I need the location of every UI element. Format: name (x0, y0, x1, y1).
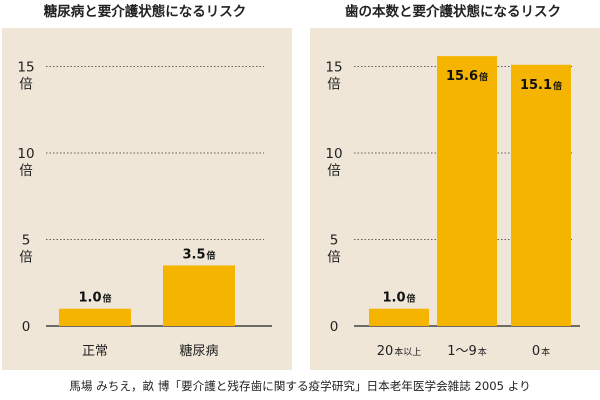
category-label: 糖尿病 (179, 343, 218, 359)
chart-title-diabetes: 糖尿病と要介護状態になるリスク (43, 4, 247, 20)
y-tick-label: 10 (17, 146, 34, 162)
bar-value-label: 1.0倍 (78, 291, 111, 306)
category-label: 0本 (532, 344, 550, 359)
y-tick-unit: 倍 (19, 77, 33, 93)
y-tick-label: 5 (22, 233, 31, 249)
y-tick-unit: 倍 (327, 163, 341, 179)
y-tick-unit: 倍 (327, 250, 341, 266)
bar (369, 308, 429, 326)
bar (511, 64, 571, 326)
y-tick-label: 0 (22, 319, 31, 335)
category-label: 20本以上 (377, 344, 422, 359)
chart-title-teeth: 歯の本数と要介護状態になるリスク (345, 4, 561, 20)
category-label: 1〜9本 (447, 344, 487, 359)
bar-value-label: 15.1倍 (520, 78, 562, 93)
chart-panel-teeth: 0 5 倍 10 倍 15 倍 1.0倍 20本以上 15.6倍 1〜9本 15.1倍 0本 (310, 28, 600, 370)
y-tick-label: 0 (330, 319, 339, 335)
y-tick-unit: 倍 (19, 163, 33, 179)
bar (59, 308, 131, 326)
y-tick-label: 15 (325, 60, 342, 76)
y-tick-label: 5 (330, 233, 339, 249)
bar (437, 56, 497, 327)
y-tick-unit: 倍 (327, 77, 341, 93)
plot-background (2, 28, 292, 370)
bar-value-label: 1.0倍 (382, 291, 415, 306)
category-label: 正常 (82, 344, 108, 359)
bar-value-label: 3.5倍 (182, 247, 215, 262)
bar-value-label: 15.6倍 (446, 69, 488, 84)
y-tick-label: 15 (17, 60, 34, 76)
source-note: 馬場 みちえ，畝 博「要介護と残存歯に関する疫学研究」日本老年医学会雑誌 200… (69, 379, 531, 393)
chart-panel-diabetes: 0 5 倍 10 倍 15 倍 1.0倍 正常 3.5倍 糖尿病 (2, 28, 292, 370)
bar (163, 265, 235, 326)
y-tick-unit: 倍 (19, 250, 33, 266)
y-tick-label: 10 (325, 146, 342, 162)
